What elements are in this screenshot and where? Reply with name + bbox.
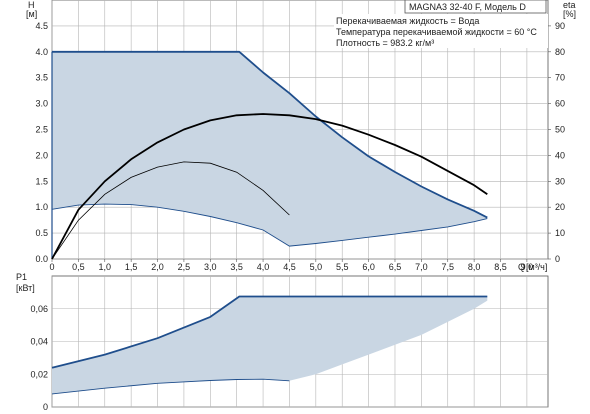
min-head-curve xyxy=(51,203,488,247)
x-tick-label: 1,5 xyxy=(125,262,138,272)
power-y-tick-label: 0,04 xyxy=(30,337,48,347)
x-tick-label: 3,0 xyxy=(204,262,217,272)
x-tick-label: 8,5 xyxy=(494,262,507,272)
efficiency-max-curve xyxy=(51,113,488,260)
power-y-tick-label: 0,02 xyxy=(30,369,48,379)
max-head-curve xyxy=(52,50,488,219)
eff-y-tick-label: 90 xyxy=(555,21,565,31)
eff-y-tick-label: 40 xyxy=(555,150,565,160)
head-curves xyxy=(51,50,488,260)
eff-y-tick-label: 10 xyxy=(555,228,565,238)
head-y-tick-label: 2.5 xyxy=(35,125,48,135)
eff-y-tick-label: 50 xyxy=(555,125,565,135)
fluid-info-line-2: Температура перекачиваемой жидкости = 60… xyxy=(336,27,537,37)
x-tick-label: 3,5 xyxy=(230,262,243,272)
head-area-fill xyxy=(52,51,488,247)
eff-y-tick-label: 80 xyxy=(555,47,565,57)
x-tick-label: 5,0 xyxy=(310,262,323,272)
flow-axis-label: Q xyxy=(518,262,525,272)
min-power-curve xyxy=(51,378,290,395)
power-operating-area xyxy=(52,296,488,394)
head-y-tick-label: 0.5 xyxy=(35,228,48,238)
fluid-info-line-3: Плотность = 983.2 кг/м³ xyxy=(336,38,434,48)
head-y-tick-label: 1.5 xyxy=(35,176,48,186)
eff-y-tick-label: 0 xyxy=(555,254,560,264)
model-title: MAGNA3 32-40 F, Модель D xyxy=(409,2,526,12)
power-panel: 0 0,02 0,04 0,06 P1 [кВт] xyxy=(16,272,549,412)
head-axis-label: H xyxy=(28,0,35,10)
x-tick-label: 0 xyxy=(49,262,54,272)
head-y-tick-label: 2.0 xyxy=(35,150,48,160)
x-tick-label: 7,5 xyxy=(441,262,454,272)
power-y-tick-label: 0,06 xyxy=(30,304,48,314)
power-area-fill xyxy=(52,296,488,394)
head-y-tick-label: 3.5 xyxy=(35,73,48,83)
head-y-ticks: 0.0 0.5 1.0 1.5 2.0 2.5 3.0 3.5 4.0 4.5 xyxy=(35,21,48,264)
max-power-curve xyxy=(51,295,488,369)
head-panel: 0.0 0.5 1.0 1.5 2.0 2.5 3.0 3.5 4.0 4.5 0 10 20 30 40… xyxy=(26,0,576,272)
x-tick-label: 2,0 xyxy=(151,262,164,272)
efficiency-axis-label: eta xyxy=(563,0,576,10)
x-tick-label: 1,0 xyxy=(99,262,112,272)
efficiency-y-ticks: 0 10 20 30 40 50 60 70 80 90 xyxy=(548,21,565,264)
x-tick-label: 4,5 xyxy=(283,262,296,272)
flow-axis-unit: [м³/ч] xyxy=(526,262,547,272)
power-curves xyxy=(51,295,488,395)
power-axis-label: P1 xyxy=(16,272,27,282)
head-y-tick-label: 3.0 xyxy=(35,99,48,109)
eff-y-tick-label: 70 xyxy=(555,73,565,83)
x-tick-label: 9,0 xyxy=(521,262,534,272)
head-operating-area xyxy=(52,51,488,247)
head-y-tick-label: 4.0 xyxy=(35,47,48,57)
power-axis-unit: [кВт] xyxy=(16,283,35,293)
x-tick-label: 0,5 xyxy=(72,262,85,272)
head-y-tick-label: 0.0 xyxy=(35,254,48,264)
fluid-info-bg xyxy=(334,14,548,48)
power-y-tick-label: 0 xyxy=(43,402,48,412)
flow-x-ticks: 0 0,5 1,0 1,5 2,0 2,5 3,0 3,5 4,0 4,5 5,0 5,5 6,0 6,5… xyxy=(49,259,533,272)
fluid-info-line-1: Перекачиваемая жидкость = Вода xyxy=(336,16,479,26)
x-tick-label: 5,5 xyxy=(336,262,349,272)
head-axis-unit: [м] xyxy=(26,9,37,19)
efficiency-axis-unit: [%] xyxy=(563,9,576,19)
model-box xyxy=(404,0,547,14)
power-y-ticks: 0 0,02 0,04 0,06 xyxy=(30,304,48,412)
x-tick-label: 2,5 xyxy=(178,262,191,272)
x-tick-label: 7,0 xyxy=(415,262,428,272)
head-y-tick-label: 1.0 xyxy=(35,202,48,212)
fluid-info: Перекачиваемая жидкость = Вода Температу… xyxy=(334,14,548,48)
x-tick-label: 8,0 xyxy=(468,262,481,272)
x-tick-label: 6,5 xyxy=(389,262,402,272)
x-tick-label: 6,0 xyxy=(362,262,375,272)
eff-y-tick-label: 20 xyxy=(555,202,565,212)
x-tick-label: 4,0 xyxy=(257,262,270,272)
efficiency-min-curve xyxy=(51,161,290,260)
eff-y-tick-label: 60 xyxy=(555,99,565,109)
head-y-tick-label: 4.5 xyxy=(35,21,48,31)
eff-y-tick-label: 30 xyxy=(555,176,565,186)
